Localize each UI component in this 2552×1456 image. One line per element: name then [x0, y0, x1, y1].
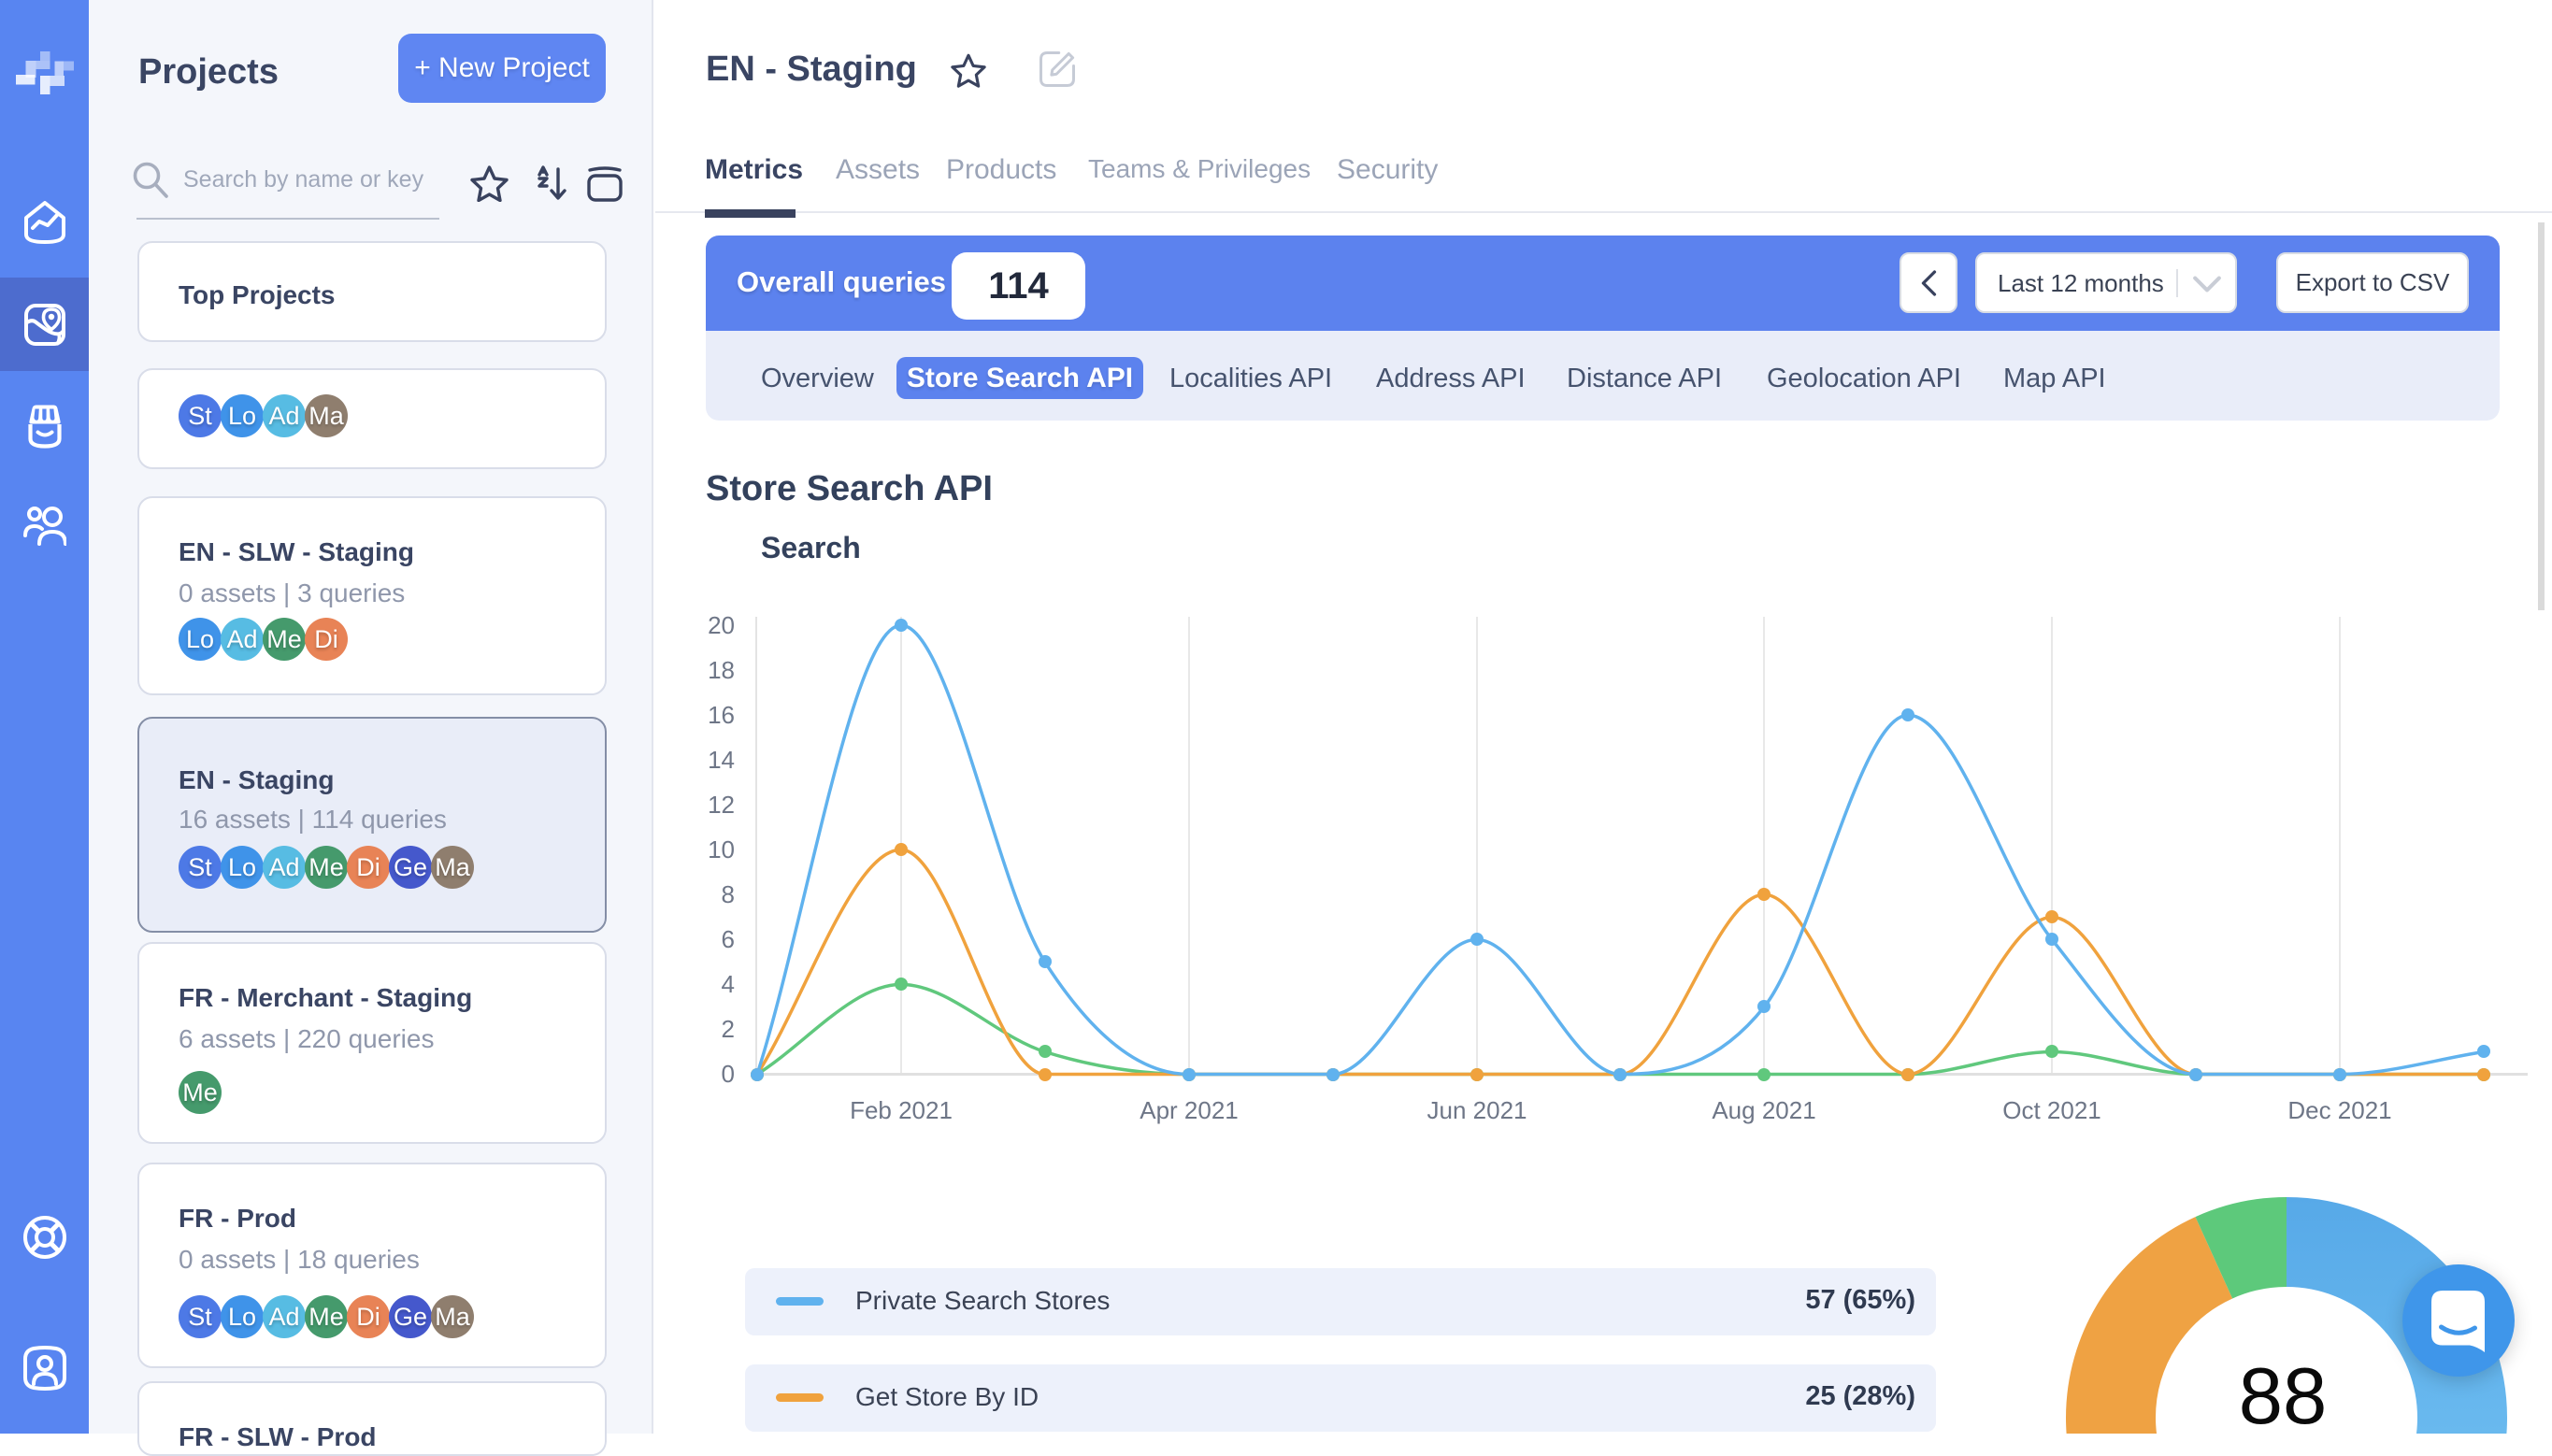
svg-text:88: 88	[2239, 1352, 2328, 1434]
svg-text:Aug 2021: Aug 2021	[1712, 1096, 1815, 1124]
svg-text:18: 18	[708, 656, 735, 684]
svg-text:Dec 2021: Dec 2021	[2287, 1096, 2391, 1124]
svg-text:2: 2	[722, 1015, 735, 1043]
svg-text:Oct 2021: Oct 2021	[2002, 1096, 2101, 1124]
svg-text:20: 20	[708, 611, 735, 639]
svg-text:6: 6	[722, 925, 735, 953]
svg-text:4: 4	[722, 970, 735, 998]
svg-text:Apr 2021: Apr 2021	[1140, 1096, 1239, 1124]
svg-text:10: 10	[708, 835, 735, 864]
svg-text:14: 14	[708, 746, 735, 774]
svg-text:0: 0	[722, 1060, 735, 1088]
svg-text:Feb 2021: Feb 2021	[850, 1096, 953, 1124]
svg-text:Jun 2021: Jun 2021	[1427, 1096, 1527, 1124]
svg-text:12: 12	[708, 791, 735, 819]
svg-text:16: 16	[708, 701, 735, 729]
svg-text:8: 8	[722, 880, 735, 908]
